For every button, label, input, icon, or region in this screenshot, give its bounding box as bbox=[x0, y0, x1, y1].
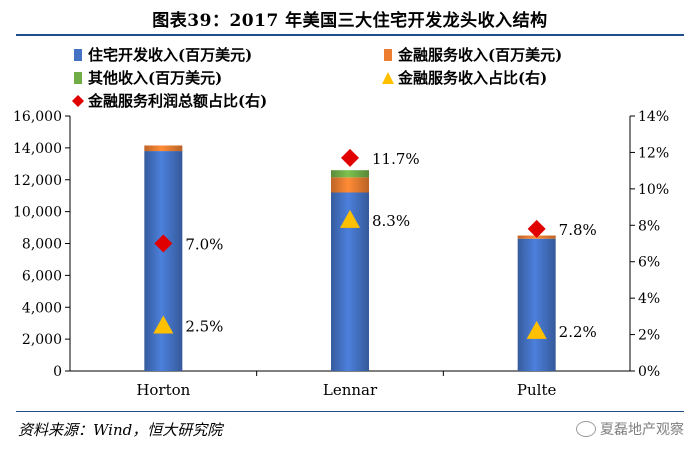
profit-data-label: 11.7% bbox=[372, 150, 420, 168]
y-left-tick-label: 6,000 bbox=[22, 268, 62, 284]
legend-ratio-label: 金融服务收入占比(右) bbox=[397, 69, 547, 87]
legend-financial-label: 金融服务收入(百万美元) bbox=[397, 46, 562, 64]
legend-profit-swatch bbox=[72, 95, 84, 107]
ratio-data-label: 2.5% bbox=[185, 317, 223, 335]
x-tick-label: Lennar bbox=[323, 381, 378, 399]
y-right-tick-label: 8% bbox=[638, 218, 660, 234]
profit-diamond-marker bbox=[341, 148, 359, 167]
source-divider bbox=[16, 411, 684, 412]
y-right-tick-label: 10% bbox=[638, 182, 669, 198]
y-left-tick-label: 2,000 bbox=[22, 332, 62, 348]
y-left-tick-label: 4,000 bbox=[22, 300, 62, 316]
legend-housing-label: 住宅开发收入(百万美元) bbox=[88, 46, 252, 64]
y-right-tick-label: 0% bbox=[638, 364, 660, 380]
ratio-data-label: 8.3% bbox=[372, 212, 410, 230]
legend-other-label: 其他收入(百万美元) bbox=[88, 69, 222, 87]
source-note: 资料来源：Wind，恒大研究院 bbox=[18, 421, 223, 439]
ratio-data-label: 2.2% bbox=[559, 323, 597, 341]
y-left-tick-label: 12,000 bbox=[13, 173, 62, 189]
y-right-tick-label: 2% bbox=[638, 328, 660, 344]
x-tick-label: Pulte bbox=[517, 381, 557, 399]
y-right-tick-label: 6% bbox=[638, 255, 660, 271]
bar--lennar financial-bar bbox=[331, 177, 369, 193]
bar--horton financial-bar bbox=[144, 145, 183, 152]
bar--lennar other-bar bbox=[331, 170, 369, 178]
y-right-tick-label: 14% bbox=[638, 109, 669, 125]
profit-diamond-marker bbox=[154, 234, 173, 253]
y-left-tick-label: 0 bbox=[53, 364, 62, 380]
ratio-triangle-marker bbox=[526, 320, 547, 339]
legend-housing-swatch bbox=[74, 49, 82, 61]
ratio-triangle-marker bbox=[340, 209, 360, 228]
legend-financial-swatch bbox=[384, 49, 392, 61]
ratio-triangle-marker bbox=[153, 315, 174, 334]
y-left-tick-label: 8,000 bbox=[22, 237, 62, 253]
bar--pulte housing-bar bbox=[517, 238, 556, 371]
watermark: 夏磊地产观察 bbox=[576, 419, 684, 439]
y-right-tick-label: 4% bbox=[638, 291, 660, 307]
chart-title: 图表39：2017 年美国三大住宅开发龙头收入结构 bbox=[152, 11, 548, 31]
chart-canvas: 0 2,000 4,000 6,000 8,000 10,000 12,000 14,000 1… bbox=[13, 46, 669, 399]
bar--horton housing-bar bbox=[144, 151, 183, 371]
legend-ratio-swatch bbox=[382, 72, 394, 84]
y-left-tick-label: 16,000 bbox=[13, 109, 62, 125]
wechat-icon bbox=[576, 421, 596, 437]
legend-other-swatch bbox=[74, 72, 82, 84]
title-divider bbox=[16, 34, 684, 36]
profit-data-label: 7.8% bbox=[559, 221, 597, 239]
y-left-tick-label: 14,000 bbox=[13, 141, 62, 157]
legend-profit-label: 金融服务利润总额占比(右) bbox=[87, 92, 267, 110]
profit-diamond-marker bbox=[527, 219, 546, 238]
y-right-tick-label: 12% bbox=[638, 145, 669, 161]
profit-data-label: 7.0% bbox=[185, 236, 223, 254]
y-left-tick-label: 10,000 bbox=[13, 205, 62, 221]
x-tick-label: Horton bbox=[136, 381, 190, 399]
watermark-text: 夏磊地产观察 bbox=[600, 422, 684, 438]
